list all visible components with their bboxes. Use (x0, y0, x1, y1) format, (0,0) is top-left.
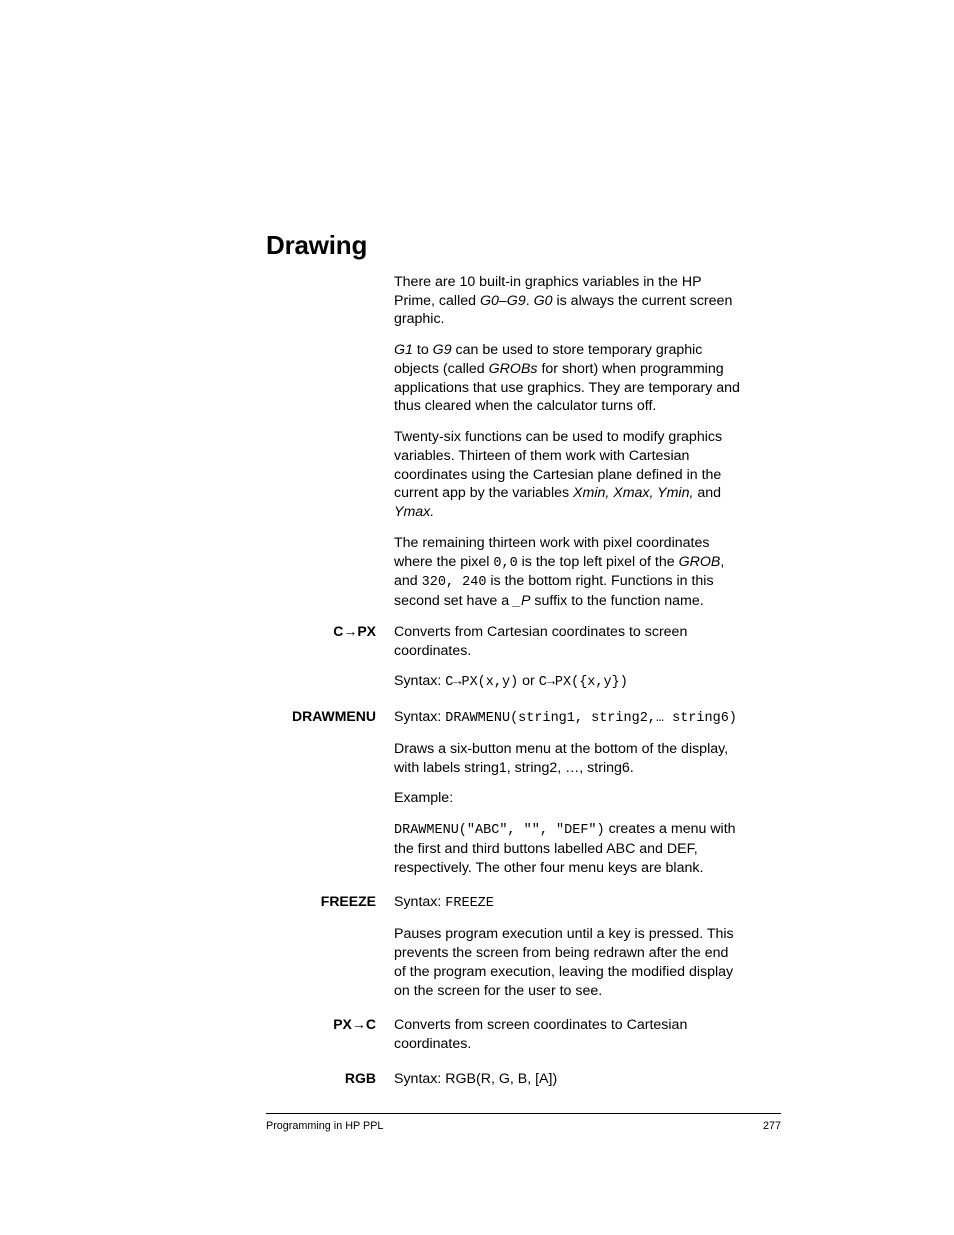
term-drawmenu: DRAWMENU (266, 708, 394, 724)
text: is the top left pixel of the (518, 554, 679, 570)
rgb-d1: Syntax: RGB(R, G, B, [A]) (394, 1070, 740, 1089)
term-freeze: FREEZE (266, 893, 394, 909)
code-320: 320, 240 (422, 575, 487, 590)
def-freeze: FREEZE Syntax: FREEZE Pauses program exe… (266, 893, 740, 1012)
var-g0: G0 (480, 293, 499, 309)
def-cpx: C→PX Converts from Cartesian coordinates… (266, 623, 740, 704)
drawmenu-d2: Draws a six-button menu at the bottom of… (394, 740, 740, 777)
desc-rgb: Syntax: RGB(R, G, B, [A]) (394, 1070, 740, 1101)
var-grob: GROB (679, 554, 721, 570)
def-rgb: RGB Syntax: RGB(R, G, B, [A]) (266, 1070, 740, 1101)
code: C→PX(x,y) (445, 675, 518, 690)
desc-pxc: Converts from screen coordinates to Cart… (394, 1016, 740, 1065)
code: DRAWMENU(string1, string2,… string6) (445, 711, 737, 726)
intro-p1: There are 10 built-in graphics variables… (394, 273, 740, 329)
code-00: 0,0 (493, 556, 517, 571)
text: to (413, 342, 433, 358)
vars-xmin: Xmin, Xmax, Ymin, (573, 485, 693, 501)
desc-cpx: Converts from Cartesian coordinates to s… (394, 623, 740, 704)
code: DRAWMENU("ABC", "", "DEF") (394, 823, 605, 838)
intro-p3: Twenty-six functions can be used to modi… (394, 428, 740, 522)
def-drawmenu: DRAWMENU Syntax: DRAWMENU(string1, strin… (266, 708, 740, 889)
code: FREEZE (445, 896, 494, 911)
var-ymax: Ymax. (394, 504, 434, 520)
text: Syntax: (394, 894, 445, 910)
text: . (526, 293, 534, 309)
intro-block: There are 10 built-in graphics variables… (394, 273, 740, 611)
drawmenu-d4: DRAWMENU("ABC", "", "DEF") creates a men… (394, 820, 740, 877)
desc-freeze: Syntax: FREEZE Pauses program execution … (394, 893, 740, 1012)
term-rgb: RGB (266, 1070, 394, 1086)
cpx-d2: Syntax: C→PX(x,y) or C→PX({x,y}) (394, 672, 740, 692)
desc-drawmenu: Syntax: DRAWMENU(string1, string2,… stri… (394, 708, 740, 889)
page: Drawing There are 10 built-in graphics v… (0, 0, 954, 1235)
intro-p4: The remaining thirteen work with pixel c… (394, 534, 740, 611)
term-cpx: C→PX (266, 623, 394, 639)
cpx-d1: Converts from Cartesian coordinates to s… (394, 623, 740, 660)
text: suffix to the function name. (530, 593, 703, 609)
section-heading: Drawing (266, 230, 740, 261)
var-g1: G1 (394, 342, 413, 358)
intro-p2: G1 to G9 can be used to store temporary … (394, 341, 740, 416)
text: and (693, 485, 721, 501)
page-number: 277 (763, 1120, 781, 1132)
drawmenu-d3: Example: (394, 789, 740, 808)
term-pxc: PX→C (266, 1016, 394, 1032)
text: Syntax: (394, 673, 445, 689)
text: Syntax: (394, 709, 445, 725)
var-g9b: G9 (433, 342, 452, 358)
code: C→PX({x,y}) (539, 675, 628, 690)
suffix-p: _P (513, 593, 530, 609)
drawmenu-d1: Syntax: DRAWMENU(string1, string2,… stri… (394, 708, 740, 728)
pxc-d1: Converts from screen coordinates to Cart… (394, 1016, 740, 1053)
freeze-d2: Pauses program execution until a key is … (394, 925, 740, 1000)
var-g9: G9 (507, 293, 526, 309)
footer-title: Programming in HP PPL (266, 1120, 383, 1132)
page-footer: Programming in HP PPL 277 (266, 1113, 781, 1132)
def-pxc: PX→C Converts from screen coordinates to… (266, 1016, 740, 1065)
var-grobs: GROBs (489, 361, 538, 377)
text: or (518, 673, 539, 689)
freeze-d1: Syntax: FREEZE (394, 893, 740, 913)
text: – (499, 293, 507, 309)
var-g0b: G0 (534, 293, 553, 309)
